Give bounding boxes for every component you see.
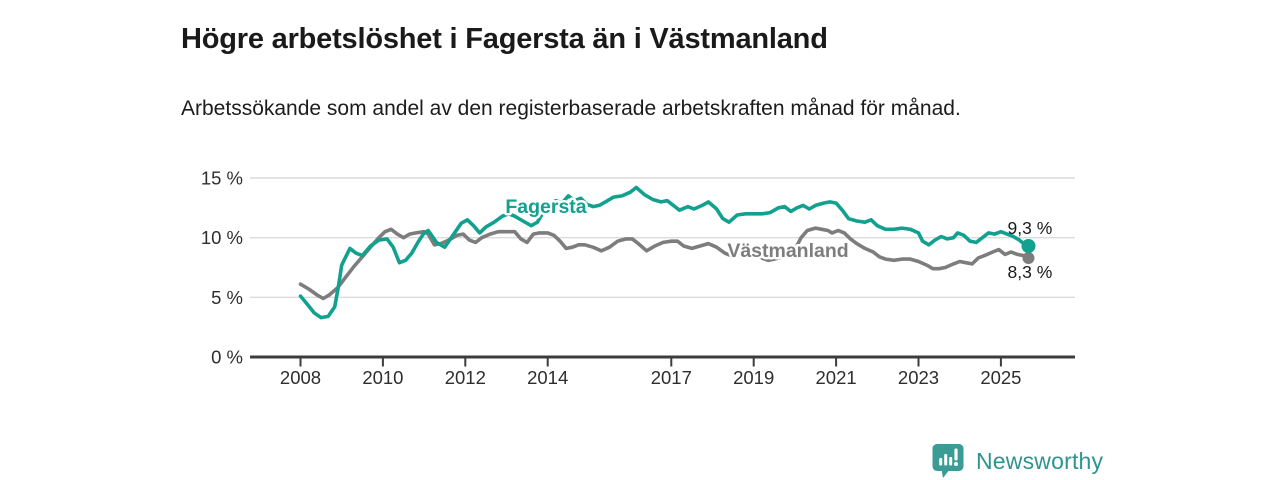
- newsworthy-wordmark: Newsworthy: [976, 447, 1104, 474]
- page-title: Högre arbetslöshet i Fagersta än i Västm…: [181, 23, 828, 56]
- x-tick-label: 2021: [816, 367, 857, 388]
- series-end-dot-västmanland: [1022, 252, 1035, 264]
- x-tick-label: 2017: [651, 367, 692, 388]
- x-tick-label: 2008: [280, 367, 321, 388]
- series-end-value-label: 9,3 %: [1008, 218, 1053, 238]
- series-label-västmanland: Västmanland: [727, 240, 848, 262]
- x-tick-label: 2014: [527, 367, 568, 388]
- x-tick-label: 2012: [445, 367, 486, 388]
- x-tick-label: 2025: [980, 367, 1021, 388]
- newsworthy-logo-icon: [932, 444, 964, 478]
- series-line-västmanland: [298, 226, 1031, 301]
- series-line-fagersta: [298, 185, 1031, 320]
- x-tick-label: 2019: [733, 367, 774, 388]
- series-label-fagersta: Fagersta: [505, 196, 586, 218]
- x-tick-label: 2010: [362, 367, 403, 388]
- x-tick-label: 2023: [898, 367, 939, 388]
- y-tick-label: 10 %: [201, 227, 243, 248]
- y-tick-label: 5 %: [211, 287, 243, 308]
- series-end-value-label: 8,3 %: [1008, 262, 1053, 282]
- y-tick-label: 15 %: [201, 168, 243, 189]
- newsworthy-branding: Newsworthy: [932, 443, 1103, 479]
- chart-subtitle: Arbetssökande som andel av den registerb…: [181, 97, 961, 120]
- y-tick-label: 0 %: [211, 347, 243, 368]
- series-end-dot-fagersta: [1021, 239, 1036, 253]
